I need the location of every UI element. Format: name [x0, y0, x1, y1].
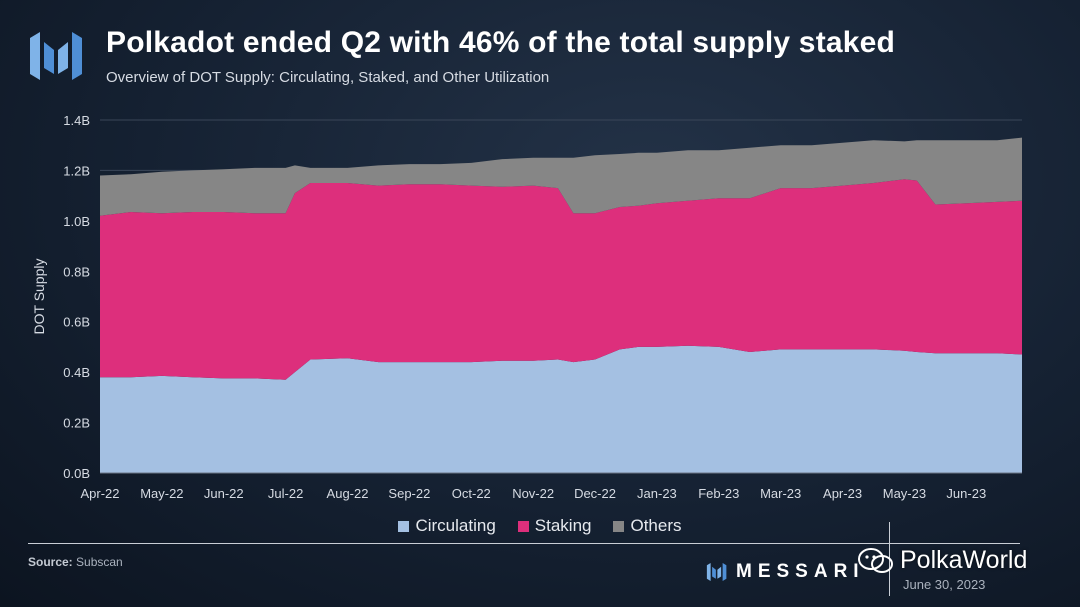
- footer-divider: [28, 543, 1020, 544]
- y-tick-label: 1.2B: [63, 163, 90, 178]
- watermark-text: PolkaWorld: [900, 546, 1028, 574]
- x-tick-label: Jan-23: [637, 486, 677, 501]
- source-note: Source: Subscan: [28, 555, 123, 569]
- chart-title: Polkadot ended Q2 with 46% of the total …: [106, 26, 896, 59]
- area-series-circulating: [100, 345, 1022, 473]
- x-tick-label: Jun-22: [204, 486, 244, 501]
- x-tick-label: May-22: [140, 486, 183, 501]
- legend-swatch: [398, 520, 410, 532]
- x-tick-label: Apr-22: [80, 486, 119, 501]
- legend-label: Others: [630, 516, 682, 535]
- chart-subtitle: Overview of DOT Supply: Circulating, Sta…: [106, 69, 550, 86]
- report-date: June 30, 2023: [903, 577, 986, 592]
- legend-item-others: Others: [613, 516, 682, 536]
- legend-swatch: [613, 520, 625, 532]
- y-tick-label: 0.0B: [63, 466, 90, 481]
- x-tick-label: Sep-22: [388, 486, 430, 501]
- legend-item-circulating: Circulating: [398, 516, 496, 536]
- x-tick-label: Aug-22: [327, 486, 369, 501]
- x-tick-label: Apr-23: [823, 486, 862, 501]
- area-series-others: [100, 137, 1022, 216]
- x-tick-label: May-23: [883, 486, 926, 501]
- y-tick-label: 0.4B: [63, 365, 90, 380]
- legend-swatch: [517, 520, 529, 532]
- x-tick-label: Nov-22: [512, 486, 554, 501]
- x-tick-label: Jun-23: [946, 486, 986, 501]
- brand-name: MESSARI: [736, 561, 865, 582]
- x-tick-label: Feb-23: [698, 486, 739, 501]
- y-tick-label: 0.2B: [63, 416, 90, 431]
- messari-logo-icon: [30, 32, 82, 80]
- y-axis-label: DOT Supply: [31, 259, 47, 335]
- y-tick-label: 0.8B: [63, 264, 90, 279]
- area-series-staking: [100, 179, 1022, 380]
- chart-legend: Circulating Staking Others: [0, 516, 1080, 536]
- messari-mark-icon: [706, 563, 727, 581]
- legend-label: Staking: [534, 516, 592, 535]
- y-tick-label: 1.0B: [63, 214, 90, 229]
- x-tick-label: Dec-22: [574, 486, 616, 501]
- y-tick-label: 0.6B: [63, 315, 90, 330]
- x-tick-label: Oct-22: [452, 486, 491, 501]
- messari-brand: MESSARI: [706, 561, 865, 583]
- legend-item-staking: Staking: [517, 516, 592, 536]
- x-tick-label: Jul-22: [268, 486, 303, 501]
- legend-label: Circulating: [415, 516, 496, 535]
- x-tick-label: Mar-23: [760, 486, 801, 501]
- wechat-icon: [858, 547, 893, 573]
- source-value: Subscan: [76, 555, 123, 569]
- y-tick-label: 1.4B: [63, 113, 90, 128]
- source-label: Source:: [28, 555, 73, 569]
- watermark: PolkaWorld: [858, 546, 1027, 575]
